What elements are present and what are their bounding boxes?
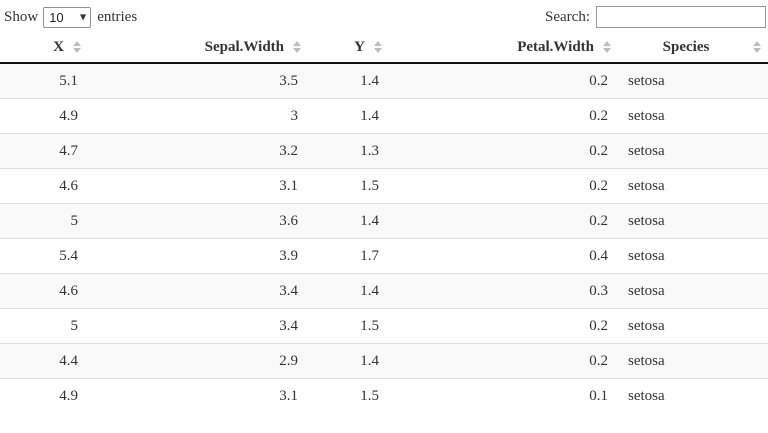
page-length-control: Show 10 ▼ entries: [4, 6, 138, 28]
sort-both-icon: [373, 41, 382, 54]
table-cell: 3.1: [88, 378, 308, 413]
table-cell: setosa: [618, 168, 768, 204]
table-cell: 0.1: [389, 378, 618, 413]
column-header-label: Species: [662, 39, 710, 55]
show-label: Show: [4, 8, 39, 25]
table-cell: 1.4: [308, 273, 389, 309]
table-cell: 1.7: [308, 238, 389, 274]
table-cell: 0.2: [389, 98, 618, 134]
table-row[interactable]: 4.6 3.4 1.4 0.3 setosa: [0, 273, 768, 309]
sort-both-icon: [292, 41, 301, 54]
table-cell: 1.3: [308, 133, 389, 169]
table-cell: 0.3: [389, 273, 618, 309]
table-cell: setosa: [618, 238, 768, 274]
column-header-y[interactable]: Y: [308, 32, 389, 64]
table-cell: 3.4: [88, 308, 308, 344]
table-controls-bar: Show 10 ▼ entries Search:: [0, 0, 768, 32]
table-cell: 1.4: [308, 203, 389, 239]
table-row[interactable]: 4.6 3.1 1.5 0.2 setosa: [0, 168, 768, 204]
table-cell: 1.4: [308, 98, 389, 134]
table-cell: 4.9: [0, 98, 88, 134]
table-cell: 5: [0, 308, 88, 344]
table-row[interactable]: 4.9 3.1 1.5 0.1 setosa: [0, 378, 768, 413]
table-cell: setosa: [618, 62, 768, 99]
table-cell: 5.1: [0, 62, 88, 99]
table-cell: setosa: [618, 343, 768, 379]
table-cell: 5: [0, 203, 88, 239]
table-cell: 3.4: [88, 273, 308, 309]
table-body: 5.1 3.5 1.4 0.2 setosa 4.9 3 1.4 0.2 setosa 4.7 3.2…: [0, 62, 768, 413]
table-cell: 0.4: [389, 238, 618, 274]
table-cell: 0.2: [389, 343, 618, 379]
table-cell: 4.6: [0, 168, 88, 204]
page-length-select-wrap: 10 ▼: [43, 6, 92, 28]
column-header-species[interactable]: Species: [618, 32, 768, 64]
table-cell: 0.2: [389, 168, 618, 204]
column-header-label: X: [53, 39, 64, 55]
table-cell: 5.4: [0, 238, 88, 274]
column-header-petal-width[interactable]: Petal.Width: [389, 32, 618, 64]
table-cell: setosa: [618, 203, 768, 239]
sort-both-icon: [602, 41, 611, 54]
table-cell: 2.9: [88, 343, 308, 379]
table-cell: setosa: [618, 378, 768, 413]
column-header-label: Sepal.Width: [204, 39, 284, 55]
page-length-select[interactable]: 10: [43, 6, 92, 28]
table-cell: 1.4: [308, 62, 389, 99]
table-cell: 3.2: [88, 133, 308, 169]
column-header-sepal-width[interactable]: Sepal.Width: [88, 32, 308, 64]
table-cell: 0.2: [389, 203, 618, 239]
table-header-row: X Sepal.Width Y Petal.Width Species: [0, 32, 768, 64]
table-cell: 1.4: [308, 343, 389, 379]
table-cell: setosa: [618, 273, 768, 309]
data-table: X Sepal.Width Y Petal.Width Species 5.1 3.5 1.…: [0, 32, 768, 413]
table-cell: setosa: [618, 308, 768, 344]
table-row[interactable]: 4.7 3.2 1.3 0.2 setosa: [0, 133, 768, 169]
table-cell: 1.5: [308, 378, 389, 413]
table-cell: 0.2: [389, 62, 618, 99]
column-header-x[interactable]: X: [0, 32, 88, 64]
table-row[interactable]: 5 3.4 1.5 0.2 setosa: [0, 308, 768, 344]
table-cell: 4.9: [0, 378, 88, 413]
table-row[interactable]: 5.1 3.5 1.4 0.2 setosa: [0, 62, 768, 99]
sort-both-icon: [72, 41, 81, 54]
table-cell: 1.5: [308, 308, 389, 344]
table-cell: 4.4: [0, 343, 88, 379]
table-row[interactable]: 5.4 3.9 1.7 0.4 setosa: [0, 238, 768, 274]
table-cell: 0.2: [389, 133, 618, 169]
entries-label: entries: [97, 8, 138, 25]
table-cell: 1.5: [308, 168, 389, 204]
column-header-label: Y: [354, 39, 365, 55]
datatable-widget: Show 10 ▼ entries Search: X Sepal.Width Y P…: [0, 0, 768, 413]
search-input[interactable]: [596, 6, 766, 28]
column-header-label: Petal.Width: [517, 39, 594, 55]
table-cell: 4.6: [0, 273, 88, 309]
table-cell: 3.9: [88, 238, 308, 274]
table-row[interactable]: 4.9 3 1.4 0.2 setosa: [0, 98, 768, 134]
search-control: Search:: [545, 6, 766, 28]
table-cell: 3: [88, 98, 308, 134]
table-cell: 3.5: [88, 62, 308, 99]
table-cell: setosa: [618, 98, 768, 134]
table-row[interactable]: 4.4 2.9 1.4 0.2 setosa: [0, 343, 768, 379]
table-cell: 4.7: [0, 133, 88, 169]
table-header: X Sepal.Width Y Petal.Width Species: [0, 32, 768, 64]
table-cell: setosa: [618, 133, 768, 169]
table-row[interactable]: 5 3.6 1.4 0.2 setosa: [0, 203, 768, 239]
search-label: Search:: [545, 8, 590, 25]
table-cell: 3.6: [88, 203, 308, 239]
table-cell: 0.2: [389, 308, 618, 344]
sort-both-icon: [752, 41, 761, 54]
table-cell: 3.1: [88, 168, 308, 204]
